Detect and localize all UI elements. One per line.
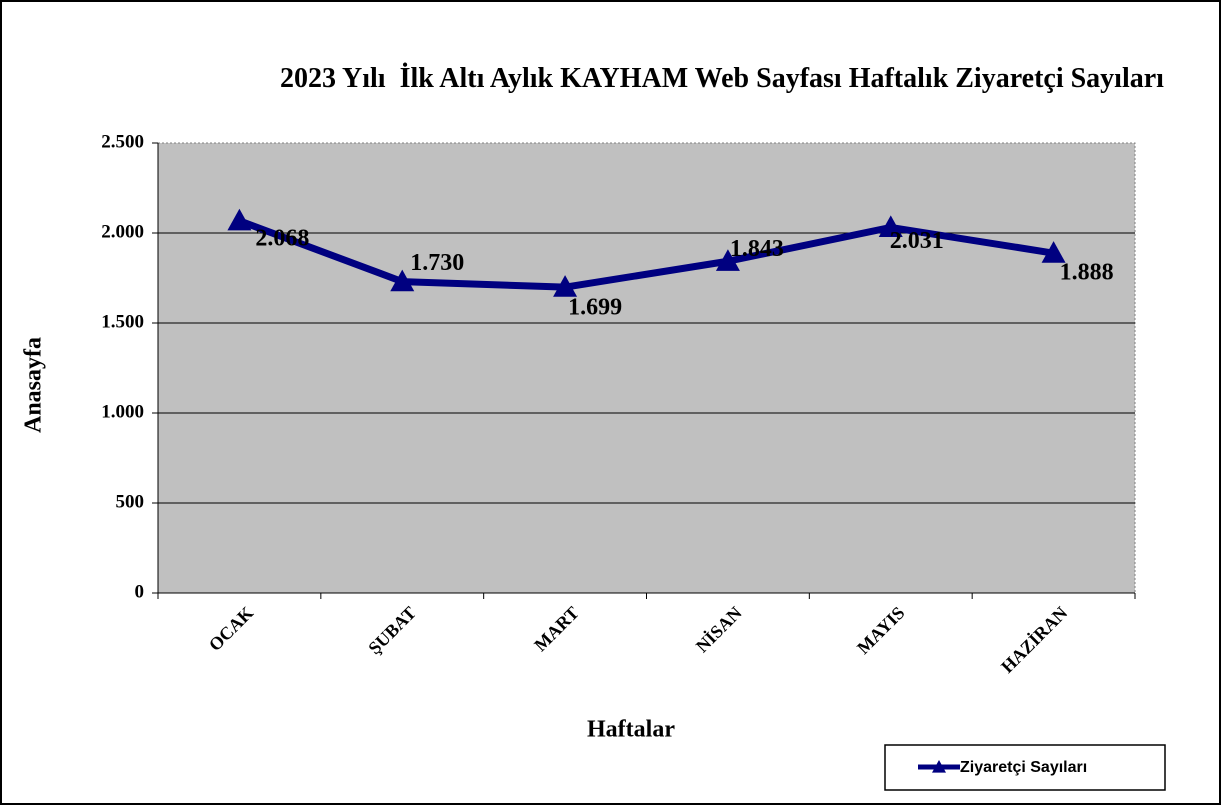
data-label: 1.730 xyxy=(410,250,464,276)
y-tick-label: 0 xyxy=(135,581,145,602)
y-tick-label: 1.000 xyxy=(101,401,144,422)
y-tick-label: 1.500 xyxy=(101,311,144,332)
x-tick-label: ŞUBAT xyxy=(364,603,420,659)
data-label: 2.068 xyxy=(255,225,309,251)
y-tick-label: 2.000 xyxy=(101,221,144,242)
data-label: 1.843 xyxy=(730,236,784,262)
legend-label: Ziyaretçi Sayıları xyxy=(960,759,1087,776)
y-tick-label: 500 xyxy=(116,491,145,512)
x-tick-label: NİSAN xyxy=(692,603,746,657)
data-label: 2.031 xyxy=(890,228,944,254)
chart-title: 2023 Yılı İlk Altı Aylık KAYHAM Web Sayf… xyxy=(280,63,1164,94)
x-tick-label: MART xyxy=(530,603,583,656)
plot-area xyxy=(157,142,1136,594)
y-tick-label: 2.500 xyxy=(101,131,144,152)
data-point xyxy=(390,269,415,292)
y-axis-label: Anasayfa xyxy=(21,337,47,433)
data-point xyxy=(1041,241,1066,263)
x-tick-label: MAYIS xyxy=(853,603,908,658)
x-tick-label: OCAK xyxy=(205,603,257,655)
data-point xyxy=(878,215,903,238)
x-tick-label: HAZİRAN xyxy=(997,603,1071,677)
data-line xyxy=(238,217,1055,291)
data-label: 1.888 xyxy=(1060,260,1114,286)
data-label: 1.699 xyxy=(568,295,622,321)
x-axis-label: Haftalar xyxy=(587,717,675,743)
legend-marker xyxy=(932,760,946,773)
data-point xyxy=(553,275,578,297)
data-point xyxy=(715,249,740,271)
data-point xyxy=(227,208,252,231)
